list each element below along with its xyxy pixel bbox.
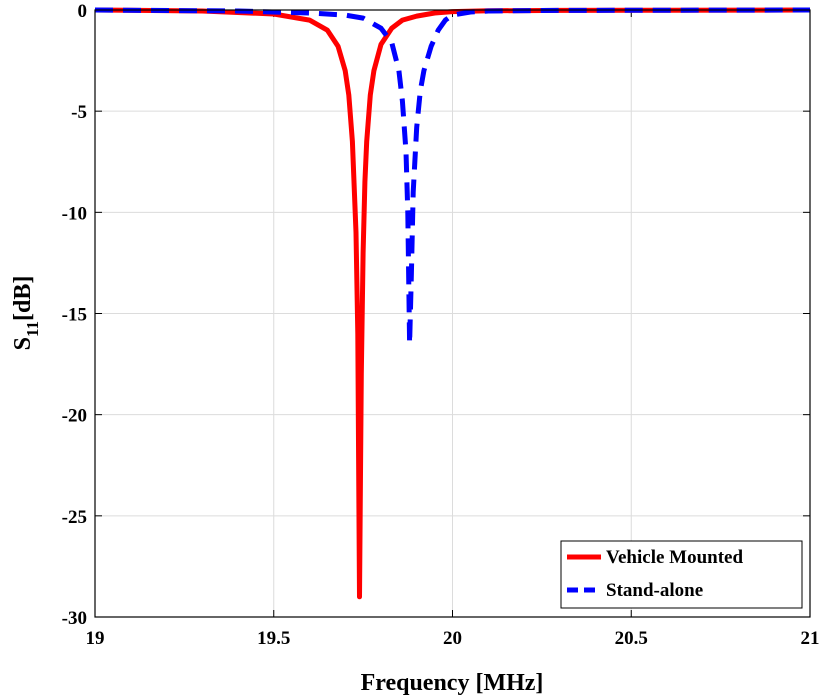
x-tick-labels: 19 19.5 20 20.5 21 [86,628,820,649]
legend-label-vehicle-mounted: Vehicle Mounted [606,547,743,568]
x-tick-label: 19 [86,628,105,649]
series-line-vehicle-mounted [94,7,811,600]
y-tick-label: -30 [62,608,87,629]
x-tick-label: 20.5 [615,628,648,649]
series-line-stand-alone [94,7,811,347]
y-tick-label: -10 [62,203,87,224]
legend-label-stand-alone: Stand-alone [606,580,703,601]
x-tick-label: 19.5 [257,628,290,649]
x-tick-label: 20 [443,628,462,649]
series-lines [94,7,811,600]
y-tick-label: -25 [62,507,87,528]
plot-frame [94,9,811,618]
legend-box [560,540,803,609]
legend: Vehicle Mounted Stand-alone [560,540,803,609]
x-axis-label: Frequency [MHz] [361,670,544,696]
y-axis-label-unit: [dB] [10,276,36,321]
x-tick-label: 21 [801,628,820,649]
y-tick-label: 0 [78,1,88,22]
y-axis-label-main: S [10,337,36,350]
y-tick-label: -15 [62,305,87,326]
y-tick-labels: 0 -5 -10 -15 -20 -25 -30 [62,1,87,629]
y-axis-label: S11[dB] [10,276,42,351]
y-tick-label: -5 [71,102,87,123]
y-tick-label: -20 [62,406,87,427]
y-axis-label-sub: 11 [23,321,42,337]
